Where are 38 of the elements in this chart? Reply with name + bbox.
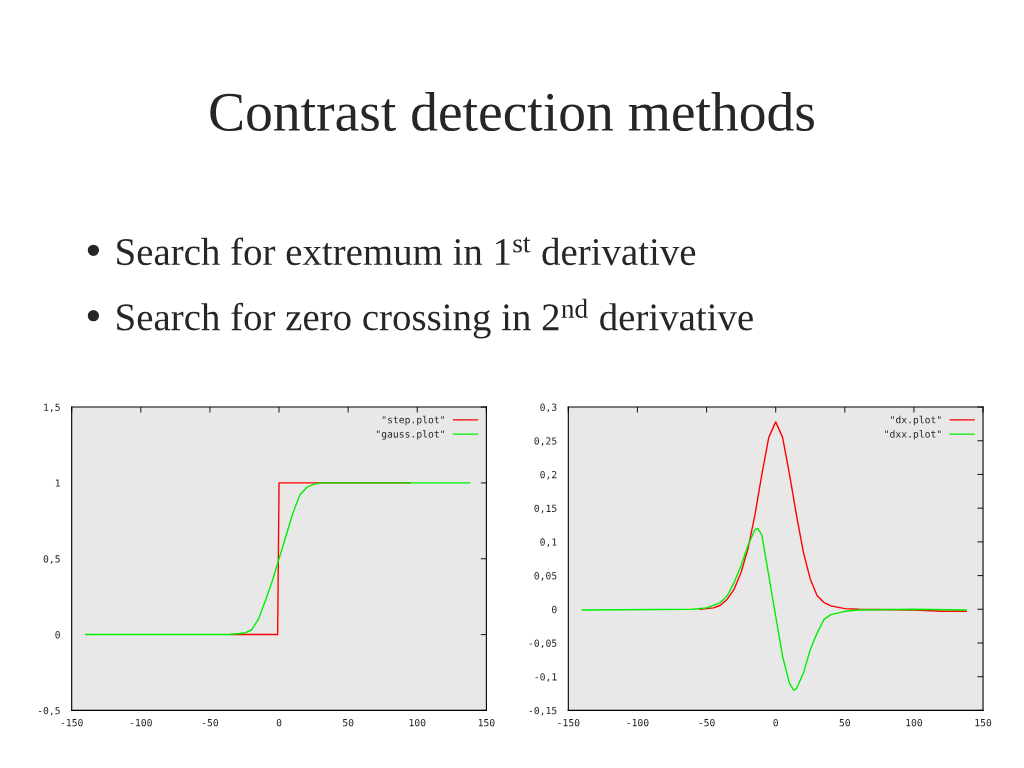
y-tick-label: 0,1 — [540, 538, 557, 547]
y-tick-label: 0 — [55, 631, 60, 639]
x-tick-label: 150 — [975, 718, 992, 727]
x-tick-label: 150 — [478, 718, 495, 727]
legend-label: "gauss.plot" — [376, 430, 444, 440]
text: • Search for extremum in 1$^{st}$ derivative — [87, 236, 696, 266]
x-tick-label: -150 — [558, 718, 580, 727]
y-tick-label: 0,25 — [534, 437, 557, 446]
y-tick-label: -0,1 — [535, 673, 557, 682]
y-tick-label: -0,5 — [38, 706, 60, 716]
chart-title: Contrast detection methods — [210, 92, 814, 132]
x-tick-label: 0 — [773, 718, 778, 727]
x-tick-label: 50 — [342, 718, 354, 727]
line-series — [84, 482, 471, 636]
x-tick-label: -50 — [202, 718, 219, 727]
y-tick-label: 0,2 — [540, 470, 557, 480]
y-tick-label: 0,5 — [43, 555, 60, 564]
y-tick-label: 1 — [55, 479, 60, 487]
x-tick-label: 50 — [839, 718, 851, 727]
x-tick-label: -150 — [61, 718, 83, 727]
legend-label: "step.plot" — [382, 415, 444, 426]
line-series — [581, 527, 968, 691]
y-tick-label: 1,5 — [44, 403, 60, 413]
x-tick-label: -50 — [699, 718, 715, 727]
y-tick-label: 0,15 — [534, 504, 557, 514]
y-tick-label: 0,05 — [534, 572, 557, 581]
y-tick-label: 0,3 — [540, 403, 557, 413]
y-tick-label: -0,05 — [529, 639, 557, 649]
legend-label: "dxx.plot" — [885, 430, 941, 440]
x-tick-label: 0 — [276, 718, 282, 727]
text: • Search for zero crossing in 2$^{nd}$ derivative — [87, 298, 753, 339]
x-tick-label: 100 — [409, 718, 426, 727]
x-tick-label: 100 — [906, 718, 923, 727]
x-tick-label: -100 — [130, 718, 152, 727]
legend-label: "dx.plot" — [891, 415, 941, 426]
x-tick-label: -100 — [627, 718, 649, 727]
y-tick-label: 0 — [551, 605, 557, 614]
y-tick-label: -0,15 — [529, 706, 557, 716]
